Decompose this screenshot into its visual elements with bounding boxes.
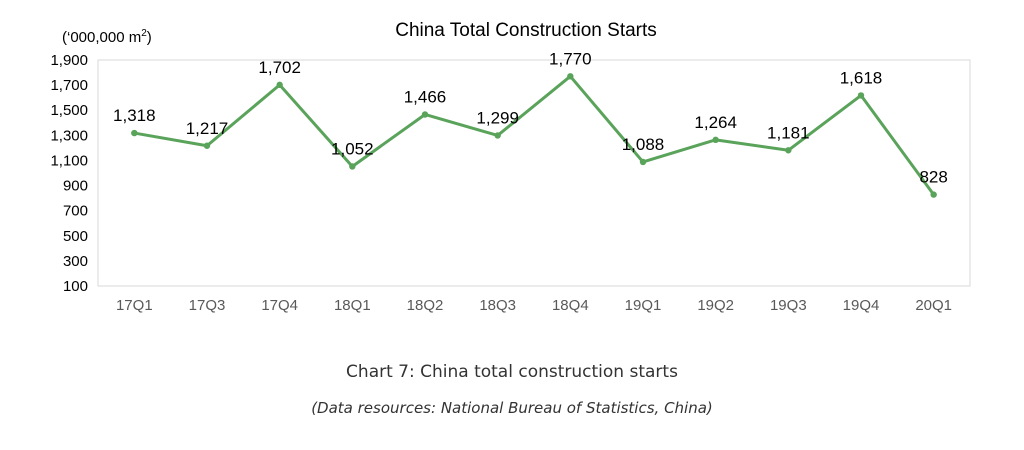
y-tick-label: 700 [63, 203, 88, 220]
data-label: 1,217 [186, 119, 229, 138]
data-point [494, 132, 501, 139]
x-tick-label: 19Q2 [697, 297, 734, 314]
data-label: 1,264 [694, 113, 737, 132]
data-source-note: (Data resources: National Bureau of Stat… [311, 399, 713, 417]
y-axis: 100 300 500 700 900 1,100 1,300 1,500 1,700 1,900 [50, 52, 88, 295]
data-point [857, 92, 865, 99]
y-tick-label: 1,900 [50, 52, 88, 69]
y-axis-unit-label: (‘000,000 m2) [62, 28, 152, 46]
data-point [421, 111, 429, 118]
y-tick-label: 100 [63, 278, 88, 295]
x-tick-label: 18Q2 [407, 297, 444, 314]
data-point [203, 142, 211, 149]
x-axis: 17Q1 17Q3 17Q4 18Q1 18Q2 18Q3 18Q4 19Q1 19Q2 19Q3… [116, 297, 952, 314]
x-tick-label: 17Q4 [261, 297, 298, 314]
data-label: 1,318 [113, 106, 156, 125]
y-tick-label: 1,500 [50, 102, 88, 119]
data-label: 1,181 [767, 123, 810, 142]
y-tick-label: 300 [63, 253, 88, 270]
y-tick-label: 1,100 [50, 152, 88, 169]
data-point [349, 163, 356, 170]
data-point [131, 129, 138, 137]
y-tick-label: 900 [63, 178, 88, 195]
x-tick-label: 17Q1 [116, 297, 153, 314]
data-label: 1,466 [404, 87, 447, 106]
series-construction-starts: 1,318 1,217 1,702 1,052 1,466 1,299 1,770 1,088… [113, 49, 948, 198]
data-label: 1,618 [840, 68, 883, 87]
y-tick-label: 1,700 [50, 77, 88, 94]
data-label: 1,299 [476, 108, 519, 127]
data-label: 1,770 [549, 49, 592, 68]
x-tick-label: 17Q3 [189, 297, 226, 314]
y-tick-label: 1,300 [50, 127, 88, 144]
data-label: 1,702 [258, 58, 301, 77]
data-point [712, 136, 719, 144]
chart-caption: Chart 7: China total construction starts [346, 362, 678, 382]
x-tick-label: 19Q3 [770, 297, 807, 314]
data-label: 1,088 [622, 135, 665, 154]
data-point [276, 81, 283, 89]
data-point [639, 158, 647, 166]
x-tick-label: 19Q1 [625, 297, 662, 314]
x-tick-label: 20Q1 [915, 297, 952, 314]
x-tick-label: 18Q1 [334, 297, 371, 314]
y-tick-label: 500 [63, 228, 88, 245]
x-tick-label: 18Q4 [552, 297, 589, 314]
x-tick-label: 18Q3 [479, 297, 516, 314]
data-label: 828 [919, 168, 947, 187]
data-point [567, 73, 574, 80]
line-chart: China Total Construction Starts (‘000,00… [50, 20, 971, 314]
data-label: 1,052 [331, 139, 374, 158]
data-point [785, 147, 792, 154]
x-tick-label: 19Q4 [843, 297, 880, 314]
series-line [132, 74, 936, 197]
data-point [930, 191, 937, 198]
chart-title: China Total Construction Starts [395, 20, 657, 41]
plot-area [97, 59, 971, 287]
